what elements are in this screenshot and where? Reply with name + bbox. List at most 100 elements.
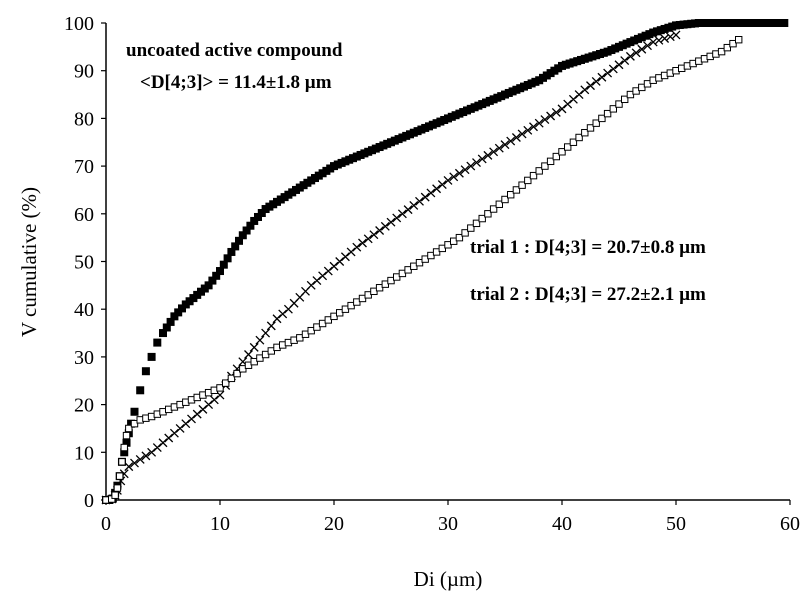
data-point bbox=[216, 384, 224, 392]
data-point bbox=[552, 152, 560, 161]
series-layer bbox=[101, 19, 789, 505]
x-ticks: 0 10 20 30 40 50 60 bbox=[101, 500, 800, 535]
data-point bbox=[113, 484, 122, 492]
data-point bbox=[557, 104, 567, 114]
data-point bbox=[135, 454, 145, 464]
data-point bbox=[484, 210, 492, 218]
data-point bbox=[246, 221, 255, 230]
data-point bbox=[130, 407, 139, 416]
data-point bbox=[620, 56, 630, 66]
y-tick-label: 90 bbox=[74, 61, 94, 83]
data-point bbox=[118, 458, 126, 466]
data-point bbox=[340, 252, 350, 262]
data-point bbox=[432, 184, 442, 194]
data-point bbox=[608, 64, 618, 74]
data-point bbox=[472, 158, 481, 167]
data-point bbox=[272, 314, 282, 324]
data-point bbox=[643, 41, 652, 51]
data-point bbox=[489, 147, 499, 157]
data-point bbox=[723, 43, 731, 52]
data-point bbox=[147, 447, 157, 457]
data-point bbox=[523, 125, 533, 135]
data-point bbox=[212, 271, 221, 280]
data-point bbox=[771, 19, 780, 27]
y-tick-label: 70 bbox=[74, 156, 94, 178]
data-point bbox=[625, 51, 635, 61]
data-point bbox=[363, 234, 373, 244]
data-point bbox=[581, 129, 589, 137]
y-tick-label: 80 bbox=[74, 108, 94, 130]
data-point bbox=[569, 138, 578, 146]
data-point bbox=[735, 35, 743, 44]
x-tick-label: 20 bbox=[324, 513, 344, 535]
data-point bbox=[426, 188, 436, 198]
data-point bbox=[631, 48, 641, 58]
data-point bbox=[392, 213, 402, 223]
annotation-uncoated-value: <D[4;3]> = 11.4±1.8 µm bbox=[140, 72, 332, 93]
data-point bbox=[125, 424, 133, 433]
y-tick-label: 0 bbox=[84, 490, 94, 512]
data-point bbox=[420, 192, 430, 202]
data-point bbox=[192, 409, 202, 419]
data-point bbox=[130, 419, 139, 428]
data-point bbox=[529, 122, 538, 132]
data-point bbox=[198, 404, 208, 414]
data-point bbox=[158, 438, 168, 448]
data-point bbox=[175, 423, 185, 433]
data-point bbox=[437, 180, 447, 190]
data-point bbox=[312, 276, 322, 286]
data-point bbox=[231, 242, 240, 251]
data-point bbox=[767, 19, 776, 27]
data-point bbox=[564, 143, 572, 151]
data-point bbox=[318, 271, 328, 281]
y-tick-label: 30 bbox=[74, 347, 94, 369]
annotation-uncoated-title: uncoated active compound bbox=[126, 40, 343, 61]
y-tick-label: 50 bbox=[74, 252, 94, 274]
data-point bbox=[181, 419, 191, 429]
data-point bbox=[120, 443, 128, 452]
x-axis-title: Di (µm) bbox=[414, 567, 483, 591]
data-point bbox=[597, 72, 607, 82]
data-point bbox=[266, 321, 276, 331]
data-point bbox=[455, 233, 464, 242]
data-point bbox=[518, 181, 526, 189]
data-point bbox=[648, 37, 658, 47]
data-point bbox=[141, 367, 150, 376]
data-point bbox=[495, 200, 504, 208]
data-point bbox=[204, 400, 214, 410]
data-point bbox=[483, 150, 493, 160]
annotation-trial1: trial 1 : D[4;3] = 20.7±0.8 µm bbox=[470, 237, 706, 258]
y-tick-label: 100 bbox=[64, 13, 94, 35]
data-point bbox=[235, 236, 243, 245]
data-point bbox=[598, 114, 606, 123]
data-point bbox=[124, 462, 134, 472]
annotation-trial2: trial 2 : D[4;3] = 27.2±2.1 µm bbox=[470, 284, 706, 305]
data-point bbox=[369, 230, 379, 240]
series-filled-square bbox=[102, 19, 789, 504]
data-point bbox=[540, 115, 550, 125]
data-point bbox=[415, 196, 424, 206]
data-point bbox=[729, 39, 737, 48]
data-point bbox=[219, 260, 228, 269]
data-point bbox=[346, 247, 356, 257]
data-point bbox=[460, 165, 470, 175]
data-point bbox=[546, 111, 556, 121]
series-cross bbox=[101, 30, 681, 505]
data-point bbox=[494, 143, 504, 153]
data-point bbox=[660, 34, 670, 43]
data-point bbox=[227, 374, 236, 383]
data-point bbox=[120, 448, 129, 457]
data-point bbox=[249, 342, 259, 352]
data-point bbox=[380, 221, 390, 231]
x-tick-label: 10 bbox=[210, 513, 230, 535]
data-point bbox=[152, 443, 162, 452]
data-point bbox=[147, 352, 156, 361]
data-point bbox=[558, 148, 566, 156]
data-point bbox=[467, 224, 475, 232]
data-point bbox=[111, 491, 119, 499]
x-tick-label: 0 bbox=[101, 513, 111, 535]
data-point bbox=[506, 136, 516, 146]
data-point bbox=[654, 35, 664, 45]
data-point bbox=[478, 214, 486, 223]
data-point bbox=[586, 124, 595, 132]
